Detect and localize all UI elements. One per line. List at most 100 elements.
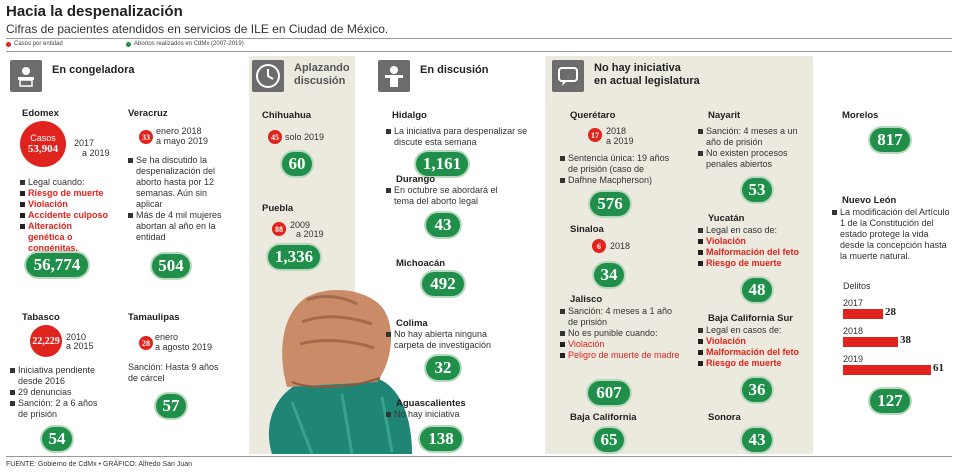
tamaulipas-details: Sanción: Hasta 9 años de cárcel [128, 362, 219, 383]
years: 2010 [66, 332, 87, 342]
state-name-colima: Colima [396, 318, 428, 329]
years: a 2019 [606, 136, 634, 146]
abortions-total: 504 [152, 254, 190, 278]
durango-details: En octubre se abordará el tema del abort… [386, 185, 510, 207]
page-title: Hacia la despenalización [6, 3, 183, 20]
bar-2018 [843, 337, 898, 347]
divider [6, 456, 952, 457]
state-name-sinaloa: Sinaloa [570, 224, 604, 235]
delitos-chart: 2017 28 2018 38 2019 61 [843, 298, 953, 382]
state-name-durango: Durango [396, 174, 436, 185]
category-discusion: En discusión [420, 64, 489, 76]
delitos-label: Delitos [843, 281, 871, 291]
hidalgo-details: La iniciativa para despenalizar se discu… [386, 126, 528, 148]
state-name-chihuahua: Chihuahua [262, 110, 312, 121]
legend-abortions: Abortos realizados en CdMx (2007-2019) [126, 41, 244, 47]
abortions-total: 817 [870, 128, 910, 152]
category-aplazando-2: discusión [294, 75, 346, 87]
bar-category-label: 2019 [843, 354, 864, 364]
abortions-total: 492 [422, 272, 464, 296]
years: a 2019 [82, 148, 110, 158]
years: enero [155, 332, 179, 342]
state-name-yucatan: Yucatán [708, 213, 745, 224]
state-name-tabasco: Tabasco [22, 312, 60, 323]
abortions-total: 607 [588, 381, 630, 405]
abortions-total: 56,774 [26, 253, 88, 277]
years: a 2015 [66, 341, 94, 351]
divider [6, 38, 952, 39]
clock-icon [252, 60, 284, 92]
abortions-total: 65 [594, 428, 624, 452]
jalisco-details: Sanción: 4 meses a 1 año de prisión No e… [560, 306, 684, 361]
tabasco-details: Iniciativa pendiente desde 2016 29 denun… [10, 365, 108, 420]
desk-person-icon [10, 60, 42, 92]
state-name-veracruz: Veracruz [128, 108, 168, 119]
state-name-puebla: Puebla [262, 203, 294, 214]
nayarit-details: Sanción: 4 meses a un año de prisión No … [698, 126, 806, 170]
state-name-hidalgo: Hidalgo [392, 110, 427, 121]
divider [6, 51, 952, 52]
years: 2017 [74, 138, 95, 148]
years: a mayo 2019 [156, 136, 209, 146]
abortions-total: 53 [742, 178, 772, 202]
bar-2019 [843, 365, 931, 375]
raised-fist-image [268, 289, 412, 454]
state-name-tamaulipas: Tamaulipas [128, 312, 180, 323]
cases-circle: 45 [268, 130, 282, 144]
years: a agosto 2019 [155, 342, 213, 352]
abortions-total: 127 [870, 389, 910, 413]
page-subtitle: Cifras de pacientes atendidos en servici… [6, 22, 389, 36]
years: 2018 [606, 126, 627, 136]
category-no-iniciativa-2: en actual legislatura [594, 75, 700, 87]
years: solo 2019 [285, 132, 325, 142]
footer-source: FUENTE: Gobierno de CdMx • GRÁFICO: Alfr… [6, 461, 193, 468]
abortions-total: 1,161 [416, 152, 468, 176]
legend-cases: Casos por entidad [6, 41, 63, 47]
aguascalientes-details: No hay iniciativa [386, 409, 510, 420]
category-no-iniciativa-1: No hay iniciativa [594, 62, 681, 74]
cases-circle: 33 [139, 130, 153, 144]
abortions-total: 43 [426, 213, 460, 237]
abortions-total: 43 [742, 428, 772, 452]
cases-circle: 28 [139, 336, 153, 350]
years: 2018 [610, 241, 631, 251]
state-name-bcs: Baja California Sur [708, 313, 793, 324]
abortions-total: 1,336 [268, 245, 320, 269]
state-name-jalisco: Jalisco [570, 294, 603, 305]
abortions-total: 34 [594, 263, 624, 287]
years: enero 2018 [156, 126, 202, 136]
cases-circle: 17 [588, 128, 602, 142]
edomex-details: Legal cuando: Riesgo de muerte Violación… [20, 177, 108, 254]
bar-value-label: 28 [885, 306, 896, 318]
abortions-total: 57 [156, 394, 186, 418]
bar-2017 [843, 309, 883, 319]
cases-circle: 88 [272, 222, 286, 236]
queretaro-details: Sentencia única: 19 años de prisión (cas… [560, 153, 680, 186]
abortions-total: 60 [282, 152, 312, 176]
nuevo-leon-details: La modificación del Artículo 1 de la Con… [832, 207, 950, 262]
abortions-total: 32 [426, 356, 460, 380]
category-congeladora: En congeladora [52, 64, 135, 76]
state-name-aguascalientes: Aguascalientes [396, 398, 466, 409]
cases-circle: 6 [592, 239, 606, 253]
red-dot-icon [6, 41, 11, 47]
state-name-nayarit: Nayarit [708, 110, 741, 121]
yucatan-details: Legal en caso de: Violación Malformación… [698, 225, 808, 269]
abortions-total: 54 [42, 427, 72, 451]
abortions-total: 576 [590, 192, 630, 216]
speech-bubble-icon [552, 60, 584, 92]
state-name-morelos: Morelos [842, 110, 879, 121]
years: a 2019 [296, 229, 324, 239]
bar-value-label: 38 [900, 334, 911, 346]
bar-value-label: 61 [933, 362, 944, 374]
veracruz-details: Se ha discutido la despenalización del a… [128, 155, 224, 243]
abortions-total: 138 [420, 427, 462, 451]
state-name-baja-california: Baja California [570, 412, 637, 423]
bar-category-label: 2017 [843, 298, 864, 308]
green-dot-icon [126, 41, 131, 47]
state-name-sonora: Sonora [708, 412, 741, 423]
abortions-total: 36 [742, 378, 772, 402]
cases-circle: 22,229 [30, 325, 62, 357]
state-name-michoacan: Michoacán [396, 258, 446, 269]
abortions-total: 48 [742, 278, 772, 302]
